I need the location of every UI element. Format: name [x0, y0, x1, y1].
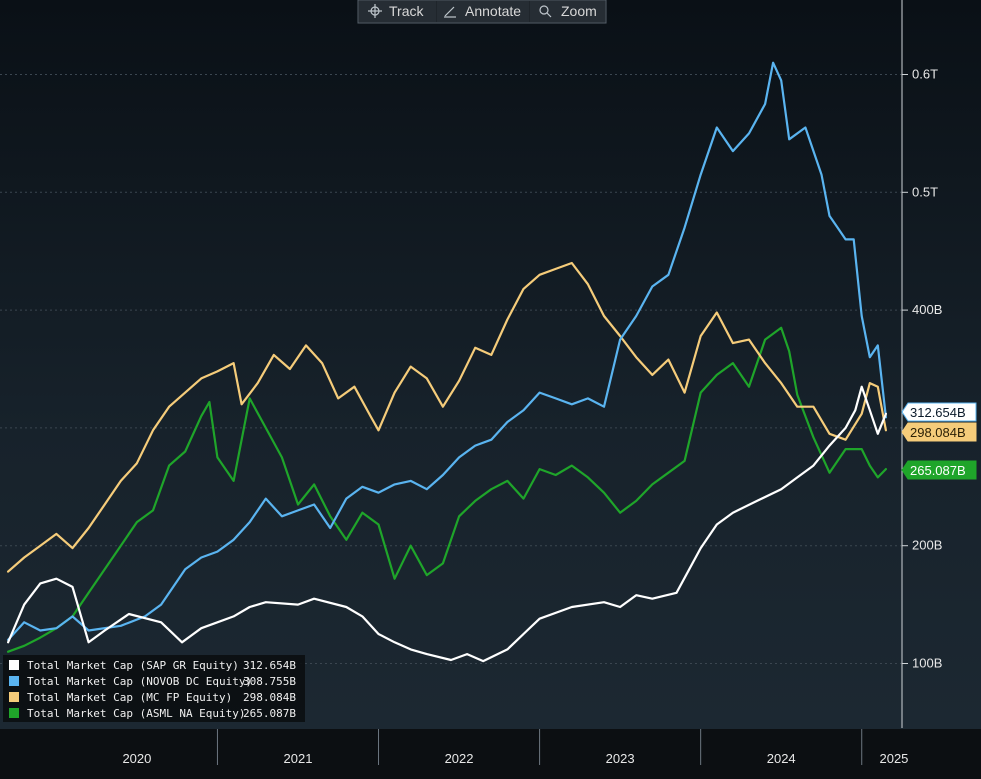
- legend-series-name: Total Market Cap (SAP GR Equity): [27, 659, 239, 672]
- chart-legend: Total Market Cap (SAP GR Equity) 312.654B…: [3, 655, 305, 722]
- legend-swatch: [9, 708, 19, 718]
- x-axis-band: [0, 729, 981, 779]
- x-tick-label: 2021: [284, 751, 313, 766]
- y-tick-label: 200B: [912, 538, 942, 553]
- zoom-label: Zoom: [561, 3, 597, 19]
- track-label: Track: [389, 3, 424, 19]
- legend-series-name: Total Market Cap (NOVOB DC Equity): [27, 675, 252, 688]
- x-tick-label: 2024: [767, 751, 796, 766]
- series-line-0: [7, 385, 887, 663]
- magnifier-icon: [539, 5, 552, 18]
- last-value-text: 265.087B: [910, 463, 966, 478]
- legend-swatch: [9, 692, 19, 702]
- x-tick-label: 2022: [445, 751, 474, 766]
- last-value-tag: [901, 402, 977, 422]
- series-line-1: [7, 61, 887, 641]
- last-value-label-3: 265.087B: [901, 460, 977, 480]
- last-value-label-0: 312.654B: [901, 402, 977, 422]
- x-tick-label: 2020: [122, 751, 151, 766]
- last-value-text: 312.654B: [910, 405, 966, 420]
- legend-series-value: 298.084B: [243, 691, 296, 704]
- last-value-tag: [901, 422, 977, 442]
- track-button[interactable]: Track: [359, 1, 436, 22]
- y-tick-label: 0.6T: [912, 67, 938, 82]
- legend-series-name: Total Market Cap (ASML NA Equity): [27, 707, 246, 720]
- last-value-label-2: 298.084B: [901, 422, 977, 442]
- legend-swatch: [9, 676, 19, 686]
- crosshair-icon: [368, 4, 382, 18]
- legend-series-value: 265.087B: [243, 707, 296, 720]
- zoom-button[interactable]: Zoom: [530, 1, 605, 22]
- pencil-icon: [444, 6, 456, 18]
- last-value-labels: 312.654B 298.084B 265.087B: [901, 402, 977, 480]
- series-line-2: [7, 261, 887, 573]
- x-tick-label: 2023: [606, 751, 635, 766]
- grid-layer: [0, 74, 902, 664]
- y-tick-label: 100B: [912, 656, 942, 671]
- y-tick-label: 400B: [912, 302, 942, 317]
- x-tick-label: 2025: [879, 751, 908, 766]
- series-line-3: [7, 326, 887, 653]
- legend-series-value: 312.654B: [243, 659, 296, 672]
- legend-swatch: [9, 660, 19, 670]
- legend-background: [3, 655, 305, 722]
- chart-toolbar: Track Annotate Zoom: [357, 0, 607, 24]
- last-value-text: 298.084B: [910, 425, 966, 440]
- y-tick-label: 0.5T: [912, 184, 938, 199]
- legend-series-value: 308.755B: [243, 675, 296, 688]
- series-layer: [7, 61, 887, 663]
- last-value-tag: [901, 460, 977, 480]
- legend-series-name: Total Market Cap (MC FP Equity): [27, 691, 232, 704]
- annotate-button[interactable]: Annotate: [437, 1, 529, 22]
- annotate-label: Annotate: [465, 3, 521, 19]
